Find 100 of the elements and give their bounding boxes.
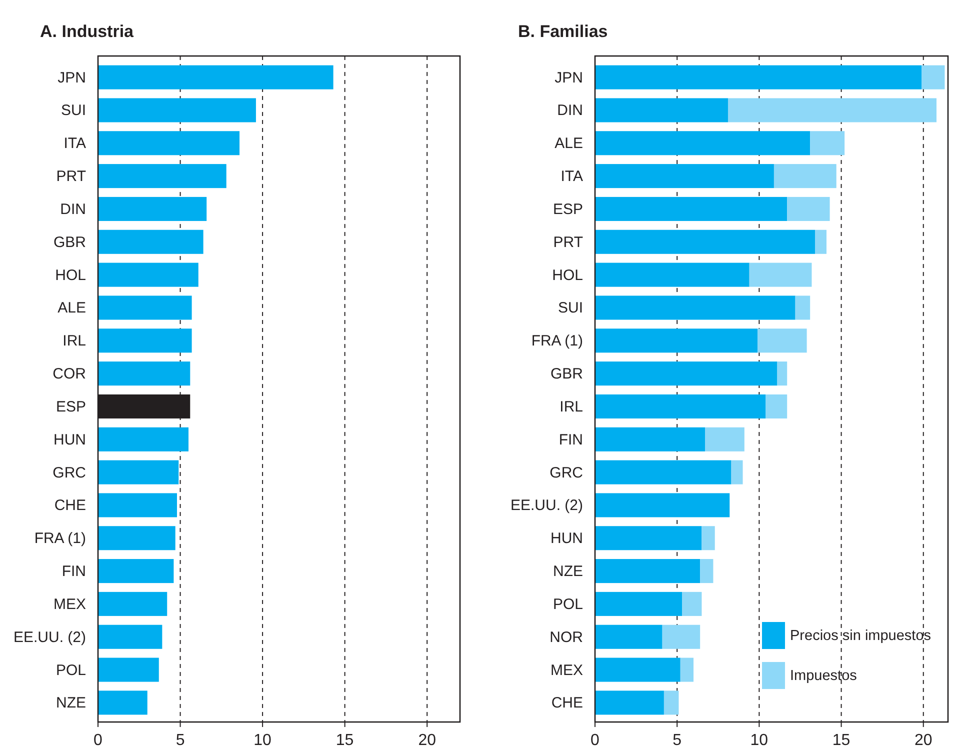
bar [595,230,816,254]
bar [700,559,714,584]
bar [731,460,743,484]
x-tick-label: 10 [254,732,272,747]
bar [98,262,198,287]
y-tick-label: IRL [560,398,583,416]
bar [595,592,682,616]
y-tick-label: PRT [553,234,583,251]
bar [595,427,706,452]
y-tick-label: ALE [554,135,583,152]
bar [98,427,188,452]
y-tick-label: SUI [558,300,583,317]
y-tick-label: GRC [550,464,584,482]
bar [98,328,192,353]
y-tick-label: HOL [552,266,583,284]
x-tick-label: 10 [750,732,768,747]
bar [98,493,177,518]
bar [595,658,680,682]
bar [728,98,937,122]
bar [595,131,810,156]
bar [98,592,168,616]
bar [98,460,179,484]
x-tick-label: 5 [176,732,185,747]
y-tick-label: JPN [554,69,583,86]
bar [680,658,694,682]
bar [595,164,774,188]
y-tick-label: NZE [56,694,86,712]
bar [595,98,728,122]
bar [98,362,190,386]
bar [766,394,788,418]
x-tick-label: 15 [832,732,850,747]
chart-title: A. Industria [40,22,134,41]
y-tick-label: FIN [62,563,86,580]
y-tick-label: ESP [56,398,86,416]
y-tick-label: DIN [557,102,583,120]
y-tick-label: GRC [52,464,86,482]
bar [758,328,807,353]
bar [98,230,204,254]
x-tick-label: 0 [94,732,103,747]
y-tick-label: CHE [54,497,86,514]
bar [749,262,812,287]
x-tick-label: 20 [914,732,932,747]
y-tick-label: ESP [552,200,583,218]
y-tick-label: SUI [60,102,86,120]
y-tick-label: ALE [58,300,86,317]
y-tick-label: ITA [560,168,583,186]
bar [98,559,174,584]
bar [922,65,945,90]
bar [98,690,148,715]
bar [662,624,700,649]
y-tick-label: HOL [55,266,86,284]
bar [98,65,334,90]
bar [815,230,826,254]
bar [98,164,226,188]
bar [98,526,176,550]
legend-label: Precios sin impuestos [790,628,932,644]
bar [595,460,732,484]
bar [595,624,662,649]
x-tick-label: 15 [336,732,354,747]
y-tick-label: GBR [53,234,86,251]
y-tick-label: POL [56,662,86,679]
x-tick-label: 0 [590,732,600,747]
bar [787,196,830,221]
y-tick-label: MEX [550,662,583,679]
y-tick-label: PRT [56,168,86,186]
bar [595,690,664,715]
bar [595,526,702,550]
bar [595,328,758,353]
y-tick-label: CHE [551,694,583,712]
bar [98,624,162,649]
x-tick-label: 5 [672,732,682,747]
bar [595,65,922,90]
y-tick-label: NOR [550,628,584,646]
bar [705,427,744,452]
bar [595,262,750,287]
bar [595,559,700,584]
x-tick-label: 20 [418,732,436,747]
y-tick-label: FRA (1) [34,530,86,548]
y-tick-label: COR [52,366,86,383]
y-tick-label: EE.UU. (2) [510,497,583,514]
bar [595,362,778,386]
y-tick-label: EE.UU. (2) [13,628,86,646]
chart-title: B. Familias [518,22,608,41]
bar [595,196,788,221]
y-tick-label: HUN [550,530,583,548]
y-tick-label: FRA (1) [531,332,583,350]
bar [795,296,810,320]
bar [98,296,192,320]
y-tick-label: JPN [58,69,86,86]
bar [595,394,766,418]
bar [98,658,159,682]
bar [98,131,240,156]
bar [98,98,256,122]
y-tick-label: GBR [550,366,584,383]
bar [774,164,836,188]
bar [595,493,730,518]
y-tick-label: POL [552,596,583,613]
bar [682,592,702,616]
bar [702,526,715,550]
bar [98,196,207,221]
